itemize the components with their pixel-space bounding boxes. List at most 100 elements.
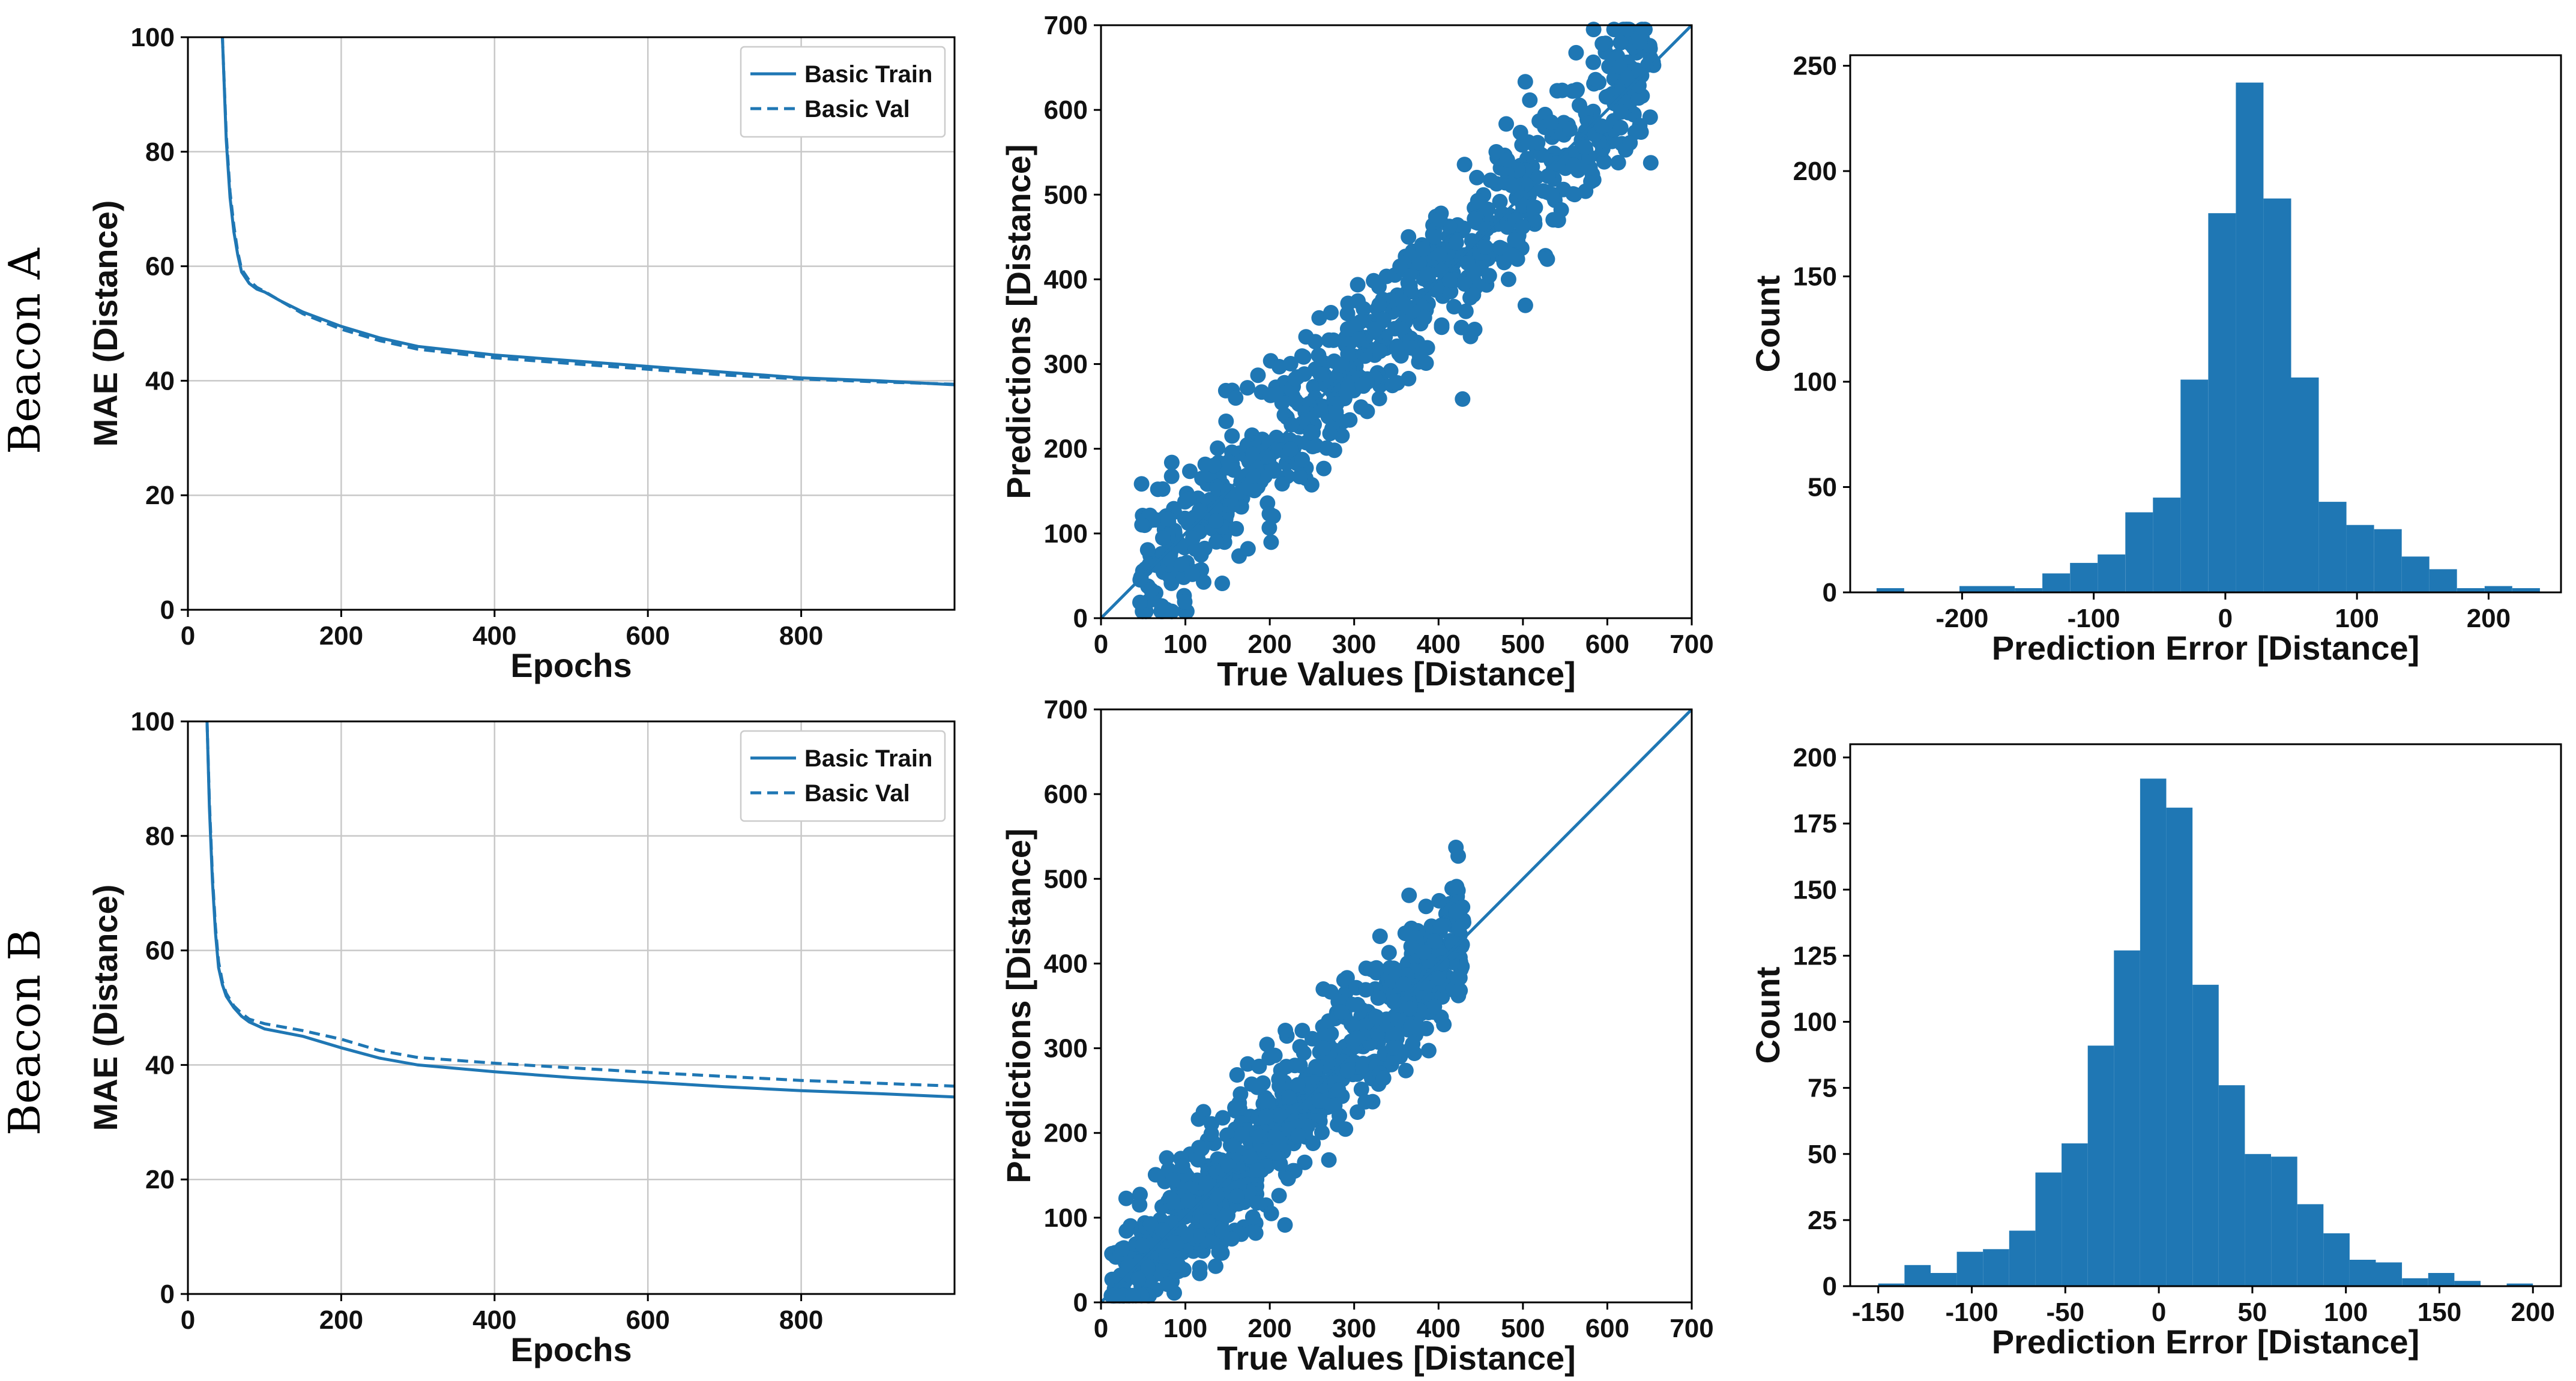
scatter-point [1234,1126,1250,1142]
scatter-point [1450,969,1466,985]
scatter-point [1459,255,1476,271]
plot-frame [1849,743,2562,1287]
scatter-point [1261,520,1277,536]
scatter-point [1228,521,1244,537]
scatter-point [1405,1036,1421,1052]
scatter-point [1465,287,1482,303]
x-tick-label: 100 [2335,604,2378,633]
histogram-bar [2428,1273,2455,1286]
histogram-bar [1956,1251,1983,1286]
scatter-point [1431,970,1447,986]
scatter-points [1103,840,1471,1304]
y-tick-label: 300 [1044,350,1088,379]
scatter-point [1311,310,1327,326]
scatter-point [1297,1094,1314,1110]
x-tick-label: 100 [2324,1298,2368,1327]
scatter-point [1397,925,1413,942]
scatter-point [1395,976,1411,992]
scatter-point [1190,1111,1207,1127]
scatter-point [1504,178,1520,193]
scatter-point [1292,1058,1308,1074]
scatter-point [1150,481,1166,498]
y-tick-label: 20 [145,481,175,510]
y-tick-label: 400 [1044,949,1088,978]
x-tick-label: 600 [626,1305,669,1335]
scatter-point [1411,347,1428,363]
scatter-point [1411,254,1428,271]
scatter-point [1526,200,1542,216]
scatter-point [1224,428,1240,444]
y-axis-title: Predictions [Distance] [1000,828,1037,1183]
scatter-point [1401,229,1417,245]
y-tick-label: 200 [1044,1119,1088,1148]
scatter-point [1392,258,1408,274]
scatter-point [1311,1092,1327,1109]
scatter-point [1294,348,1310,364]
x-tick-label: -200 [1935,604,1988,633]
scatter-point [1182,463,1198,480]
scatter-point [1562,121,1578,137]
scatter-point [1415,241,1431,257]
scatter-beacon-a: 0 100 200 300 400 500 600 700 0 100 200 300 400 500 60… [1000,11,1714,693]
scatter-point [1185,530,1201,546]
x-axis-title: Prediction Error [Distance] [1992,629,2420,667]
scatter-point [1477,239,1494,255]
y-tick-label: 40 [145,1050,175,1080]
scatter-point [1118,1223,1135,1239]
scatter-point [1375,1070,1392,1086]
histogram-bar [2401,556,2430,592]
x-tick-label: 400 [472,1305,516,1335]
y-tick-label: 60 [145,936,175,966]
scatter-point [1432,246,1448,262]
y-tick-label: 0 [1823,1272,1837,1301]
histogram-bar [2346,525,2374,592]
histogram-bar [2114,950,2140,1286]
scatter-point [1163,454,1180,471]
scatter-point [1132,594,1148,610]
scatter-point [1449,879,1465,895]
scatter-point [1618,22,1634,38]
histogram-bar [2098,554,2126,592]
scatter-point [1372,343,1388,360]
scatter-point [1403,1018,1419,1035]
x-axis-title: True Values [Distance] [1217,655,1576,693]
histogram-bar [2484,586,2512,592]
scatter-point [1613,104,1629,120]
scatter-point [1350,997,1366,1012]
scatter-point [1426,933,1443,949]
scatter-point [1223,1231,1240,1247]
scatter-point [1342,412,1358,428]
scatter-point [1174,556,1190,573]
histogram-bar [2349,1260,2376,1286]
scatter-point [1312,366,1329,382]
training-curve-beacon-a: 0 200 400 600 800 0 20 40 60 80 100 Epochs MAE (Dist… [86,23,956,684]
histogram-bar [2087,1046,2114,1286]
scatter-point [1181,491,1197,507]
scatter-point [1517,297,1533,313]
scatter-point [1488,144,1504,160]
scatter-point [1249,1195,1265,1211]
scatter-point [1453,319,1470,335]
training-curve-beacon-b: 0 200 400 600 800 0 20 40 60 80 100 Epochs MAE (Dist… [86,707,956,1368]
scatter-point [1500,271,1516,287]
scatter-point [1458,303,1474,319]
scatter-point [1366,272,1382,289]
scatter-point [1548,155,1564,172]
scatter-point [1389,338,1405,354]
scatter-point [1371,296,1387,313]
histogram-bar [2323,1233,2350,1286]
x-axis-title: Epochs [510,646,632,684]
y-tick-label: 600 [1044,780,1088,809]
scatter-point [1585,54,1602,70]
scatter-point [1632,34,1648,50]
x-tick-label: 0 [2218,604,2233,633]
scatter-point [1370,990,1386,1006]
y-axis-title: Count [1749,275,1787,373]
scatter-point [1426,999,1443,1015]
y-tick-label: 125 [1793,941,1837,970]
x-tick-label: 50 [2237,1298,2267,1327]
histogram-bar [2140,778,2167,1286]
histogram-bar [1876,588,1904,592]
scatter-point [1259,448,1275,465]
scatter-point [1139,542,1156,558]
